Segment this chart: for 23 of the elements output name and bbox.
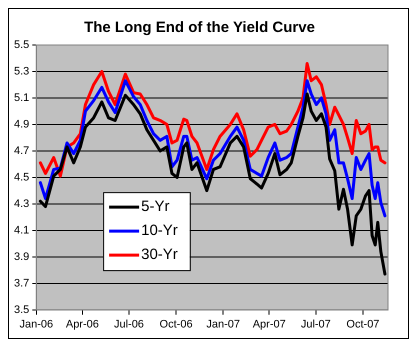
y-tick-label: 3.5 [14, 304, 30, 316]
x-tick-label: Jul-06 [114, 318, 144, 330]
y-tick-label: 5.3 [14, 66, 30, 78]
legend-label: 30-Yr [141, 246, 178, 264]
x-tick-label: Apr-06 [66, 318, 99, 330]
chart-title: The Long End of the Yield Curve [84, 19, 315, 36]
x-tick-label: Oct-07 [346, 318, 380, 330]
x-tick-label: Jul-07 [300, 318, 331, 330]
y-tick-label: 4.3 [14, 198, 30, 210]
legend-label: 10-Yr [141, 222, 178, 240]
y-tick-label: 3.7 [14, 277, 30, 290]
y-tick-label: 4.9 [14, 118, 30, 130]
x-tick-label: Apr-07 [252, 318, 286, 330]
y-tick-label: 4.7 [14, 144, 30, 157]
y-tick-label: 4.1 [14, 224, 30, 236]
legend-label: 5-Yr [141, 198, 170, 216]
y-tick-label: 4.5 [14, 171, 30, 184]
x-tick-label: Jan-06 [19, 318, 54, 330]
x-tick-label: Jan-07 [206, 318, 240, 330]
y-tick-label: 5.5 [14, 39, 30, 52]
x-tick-label: Oct-06 [160, 318, 193, 330]
y-tick-label: 3.9 [14, 250, 30, 263]
y-tick-label: 5.1 [14, 92, 30, 104]
